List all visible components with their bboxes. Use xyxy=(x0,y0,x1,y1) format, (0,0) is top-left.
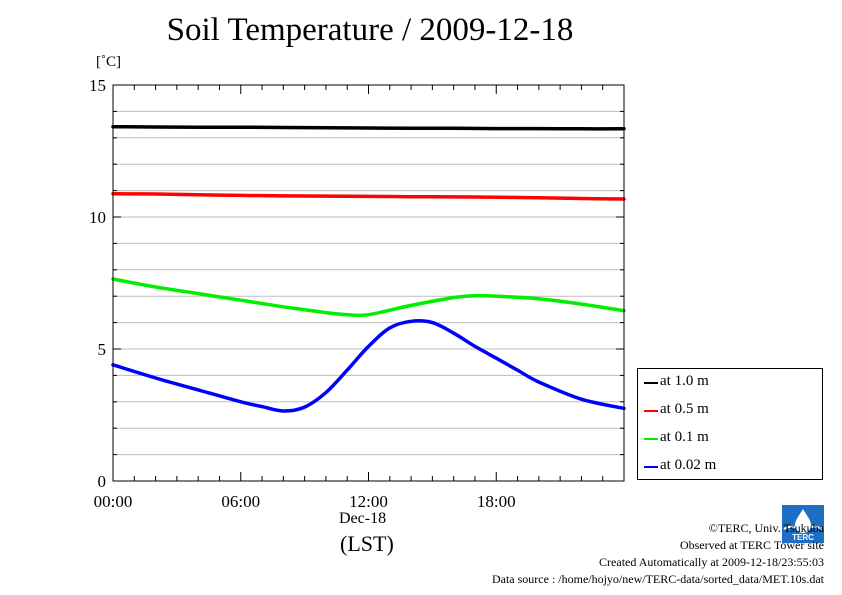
legend-label: at 0.5 m xyxy=(660,401,709,417)
x-tick-label: 00:00 xyxy=(94,492,133,511)
x-tick-label: 12:00 xyxy=(349,492,388,511)
legend-swatch xyxy=(644,382,658,384)
y-axis-unit-label: [˚C] xyxy=(96,54,121,70)
series-line-4 xyxy=(111,319,626,413)
terc-logo: TERC xyxy=(782,505,824,543)
series-line-1 xyxy=(111,124,626,131)
y-tick-label: 0 xyxy=(98,472,107,491)
legend-swatch xyxy=(644,438,658,440)
legend-label: at 0.02 m xyxy=(660,457,717,473)
logo-text: TERC xyxy=(792,533,814,542)
x-tick-label: 18:00 xyxy=(477,492,516,511)
created-text: Created Automatically at 2009-12-18/23:5… xyxy=(599,555,824,569)
legend-label: at 0.1 m xyxy=(660,429,709,445)
y-tick-label: 10 xyxy=(89,208,106,227)
x-axis-date-label: Dec-18 xyxy=(339,510,387,527)
series-line-2 xyxy=(111,192,626,201)
x-tick-label: 06:00 xyxy=(221,492,260,511)
grid-lines xyxy=(113,110,624,456)
series-lines xyxy=(111,124,626,413)
observed-text: Observed at TERC Tower site xyxy=(679,538,824,552)
axis-ticks: 0 5 10 15 00:00 06:00 12:00 18:00 xyxy=(89,76,625,511)
y-tick-label: 5 xyxy=(98,340,107,359)
x-axis-label: (LST) xyxy=(340,531,394,556)
plot-frame xyxy=(112,84,625,482)
series-line-3 xyxy=(111,277,626,318)
copyright-text: ©TERC, Univ. Tsukuba xyxy=(708,521,824,535)
y-tick-label: 15 xyxy=(89,76,106,95)
legend-label: at 1.0 m xyxy=(660,373,709,389)
legend-swatch xyxy=(644,466,658,468)
legend: at 1.0 m at 0.5 m at 0.1 m at 0.02 m xyxy=(637,368,823,480)
credits: ©TERC, Univ. Tsukuba Observed at TERC To… xyxy=(492,520,824,588)
chart-title: Soil Temperature / 2009-12-18 xyxy=(166,12,574,48)
source-text: Data source : /home/hojyo/new/TERC-data/… xyxy=(491,572,824,586)
legend-swatch xyxy=(644,410,658,412)
